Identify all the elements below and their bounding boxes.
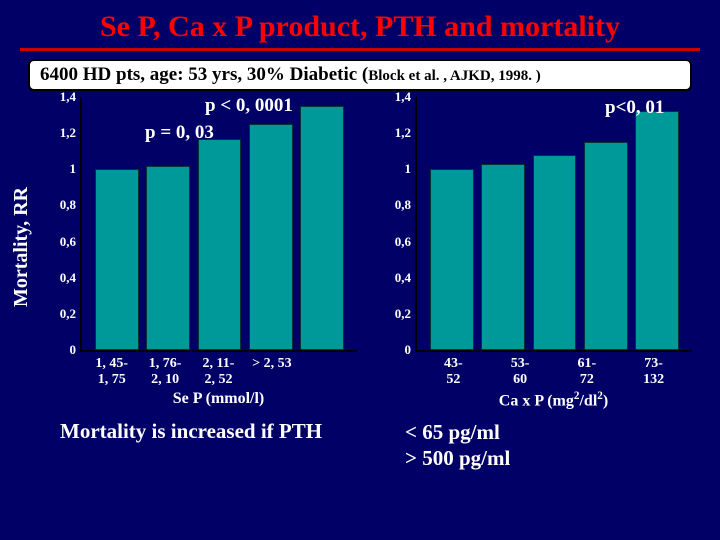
- y-tick: 1,4: [395, 89, 417, 105]
- bar: [95, 169, 139, 350]
- bar: [481, 164, 525, 350]
- y-tick: 0,4: [395, 270, 417, 286]
- x-tick-label: > 2, 53: [247, 356, 298, 388]
- y-tick: 0,2: [60, 306, 82, 322]
- y-tick: 0,4: [60, 270, 82, 286]
- y-tick: 0,8: [60, 197, 82, 213]
- bar: [249, 124, 293, 350]
- subtitle-box: 6400 HD pts, age: 53 yrs, 30% Diabetic (…: [28, 59, 692, 91]
- bottom-right-text: < 65 pg/ml > 500 pg/ml: [385, 419, 690, 472]
- y-tick: 1: [70, 161, 83, 177]
- pth-high: > 500 pg/ml: [405, 445, 690, 471]
- x-tick-label: 73-132: [622, 356, 686, 388]
- xlabels-right: 43-5253-6061-7273-132: [415, 352, 692, 388]
- bar: [533, 155, 577, 350]
- y-tick: 1: [405, 161, 418, 177]
- x-tick-label: [300, 356, 351, 388]
- subtitle-main: 6400 HD pts, age: 53 yrs, 30% Diabetic (: [40, 64, 368, 85]
- bottom-row: Mortality is increased if PTH < 65 pg/ml…: [0, 411, 720, 472]
- chart-left: 00,20,40,60,811,21,4: [80, 97, 357, 352]
- y-axis-label: Mortality, RR: [10, 187, 33, 307]
- bar: [198, 139, 242, 350]
- y-tick: 1,2: [395, 125, 417, 141]
- p-value-label: p < 0, 0001: [205, 95, 293, 117]
- y-tick: 1,4: [60, 89, 82, 105]
- chart-right: 00,20,40,60,811,21,4: [415, 97, 692, 352]
- x-tick-label: 43-52: [421, 356, 485, 388]
- axis-title-left: Se P (mmol/l): [80, 390, 357, 408]
- bar: [635, 111, 679, 350]
- y-tick: 1,2: [60, 125, 82, 141]
- bottom-left-text: Mortality is increased if PTH: [60, 419, 345, 472]
- p-value-label: p = 0, 03: [145, 122, 214, 144]
- x-tick-label: 2, 11-2, 52: [193, 356, 244, 388]
- subtitle-citation: Block et al. , AJKD, 1998. ): [368, 68, 541, 84]
- chart-left-wrap: 00,20,40,60,811,21,4 1, 45-1, 751, 76-2,…: [40, 97, 357, 411]
- pth-low: < 65 pg/ml: [405, 419, 690, 445]
- bar: [300, 106, 344, 350]
- axis-title-right: Ca x P (mg2/dl2): [415, 390, 692, 410]
- y-tick: 0,2: [395, 306, 417, 322]
- bar: [146, 166, 190, 350]
- chart-right-wrap: 00,20,40,60,811,21,4 43-5253-6061-7273-1…: [375, 97, 692, 411]
- y-tick: 0,6: [395, 234, 417, 250]
- xlabels-left: 1, 45-1, 751, 76-2, 102, 11-2, 52> 2, 53: [80, 352, 357, 388]
- bar: [430, 169, 474, 350]
- title-underline: [20, 48, 700, 51]
- x-tick-label: 61-72: [555, 356, 619, 388]
- bar: [584, 142, 628, 350]
- x-tick-label: 53-60: [488, 356, 552, 388]
- y-tick: 0,6: [60, 234, 82, 250]
- charts-row: Mortality, RR 00,20,40,60,811,21,4 1, 45…: [0, 97, 720, 411]
- y-tick: 0: [70, 342, 83, 358]
- p-value-label: p<0, 01: [605, 97, 664, 119]
- x-tick-label: 1, 45-1, 75: [86, 356, 137, 388]
- y-tick: 0,8: [395, 197, 417, 213]
- y-tick: 0: [405, 342, 418, 358]
- slide-title: Se P, Ca x P product, PTH and mortality: [0, 0, 720, 48]
- x-tick-label: 1, 76-2, 10: [140, 356, 191, 388]
